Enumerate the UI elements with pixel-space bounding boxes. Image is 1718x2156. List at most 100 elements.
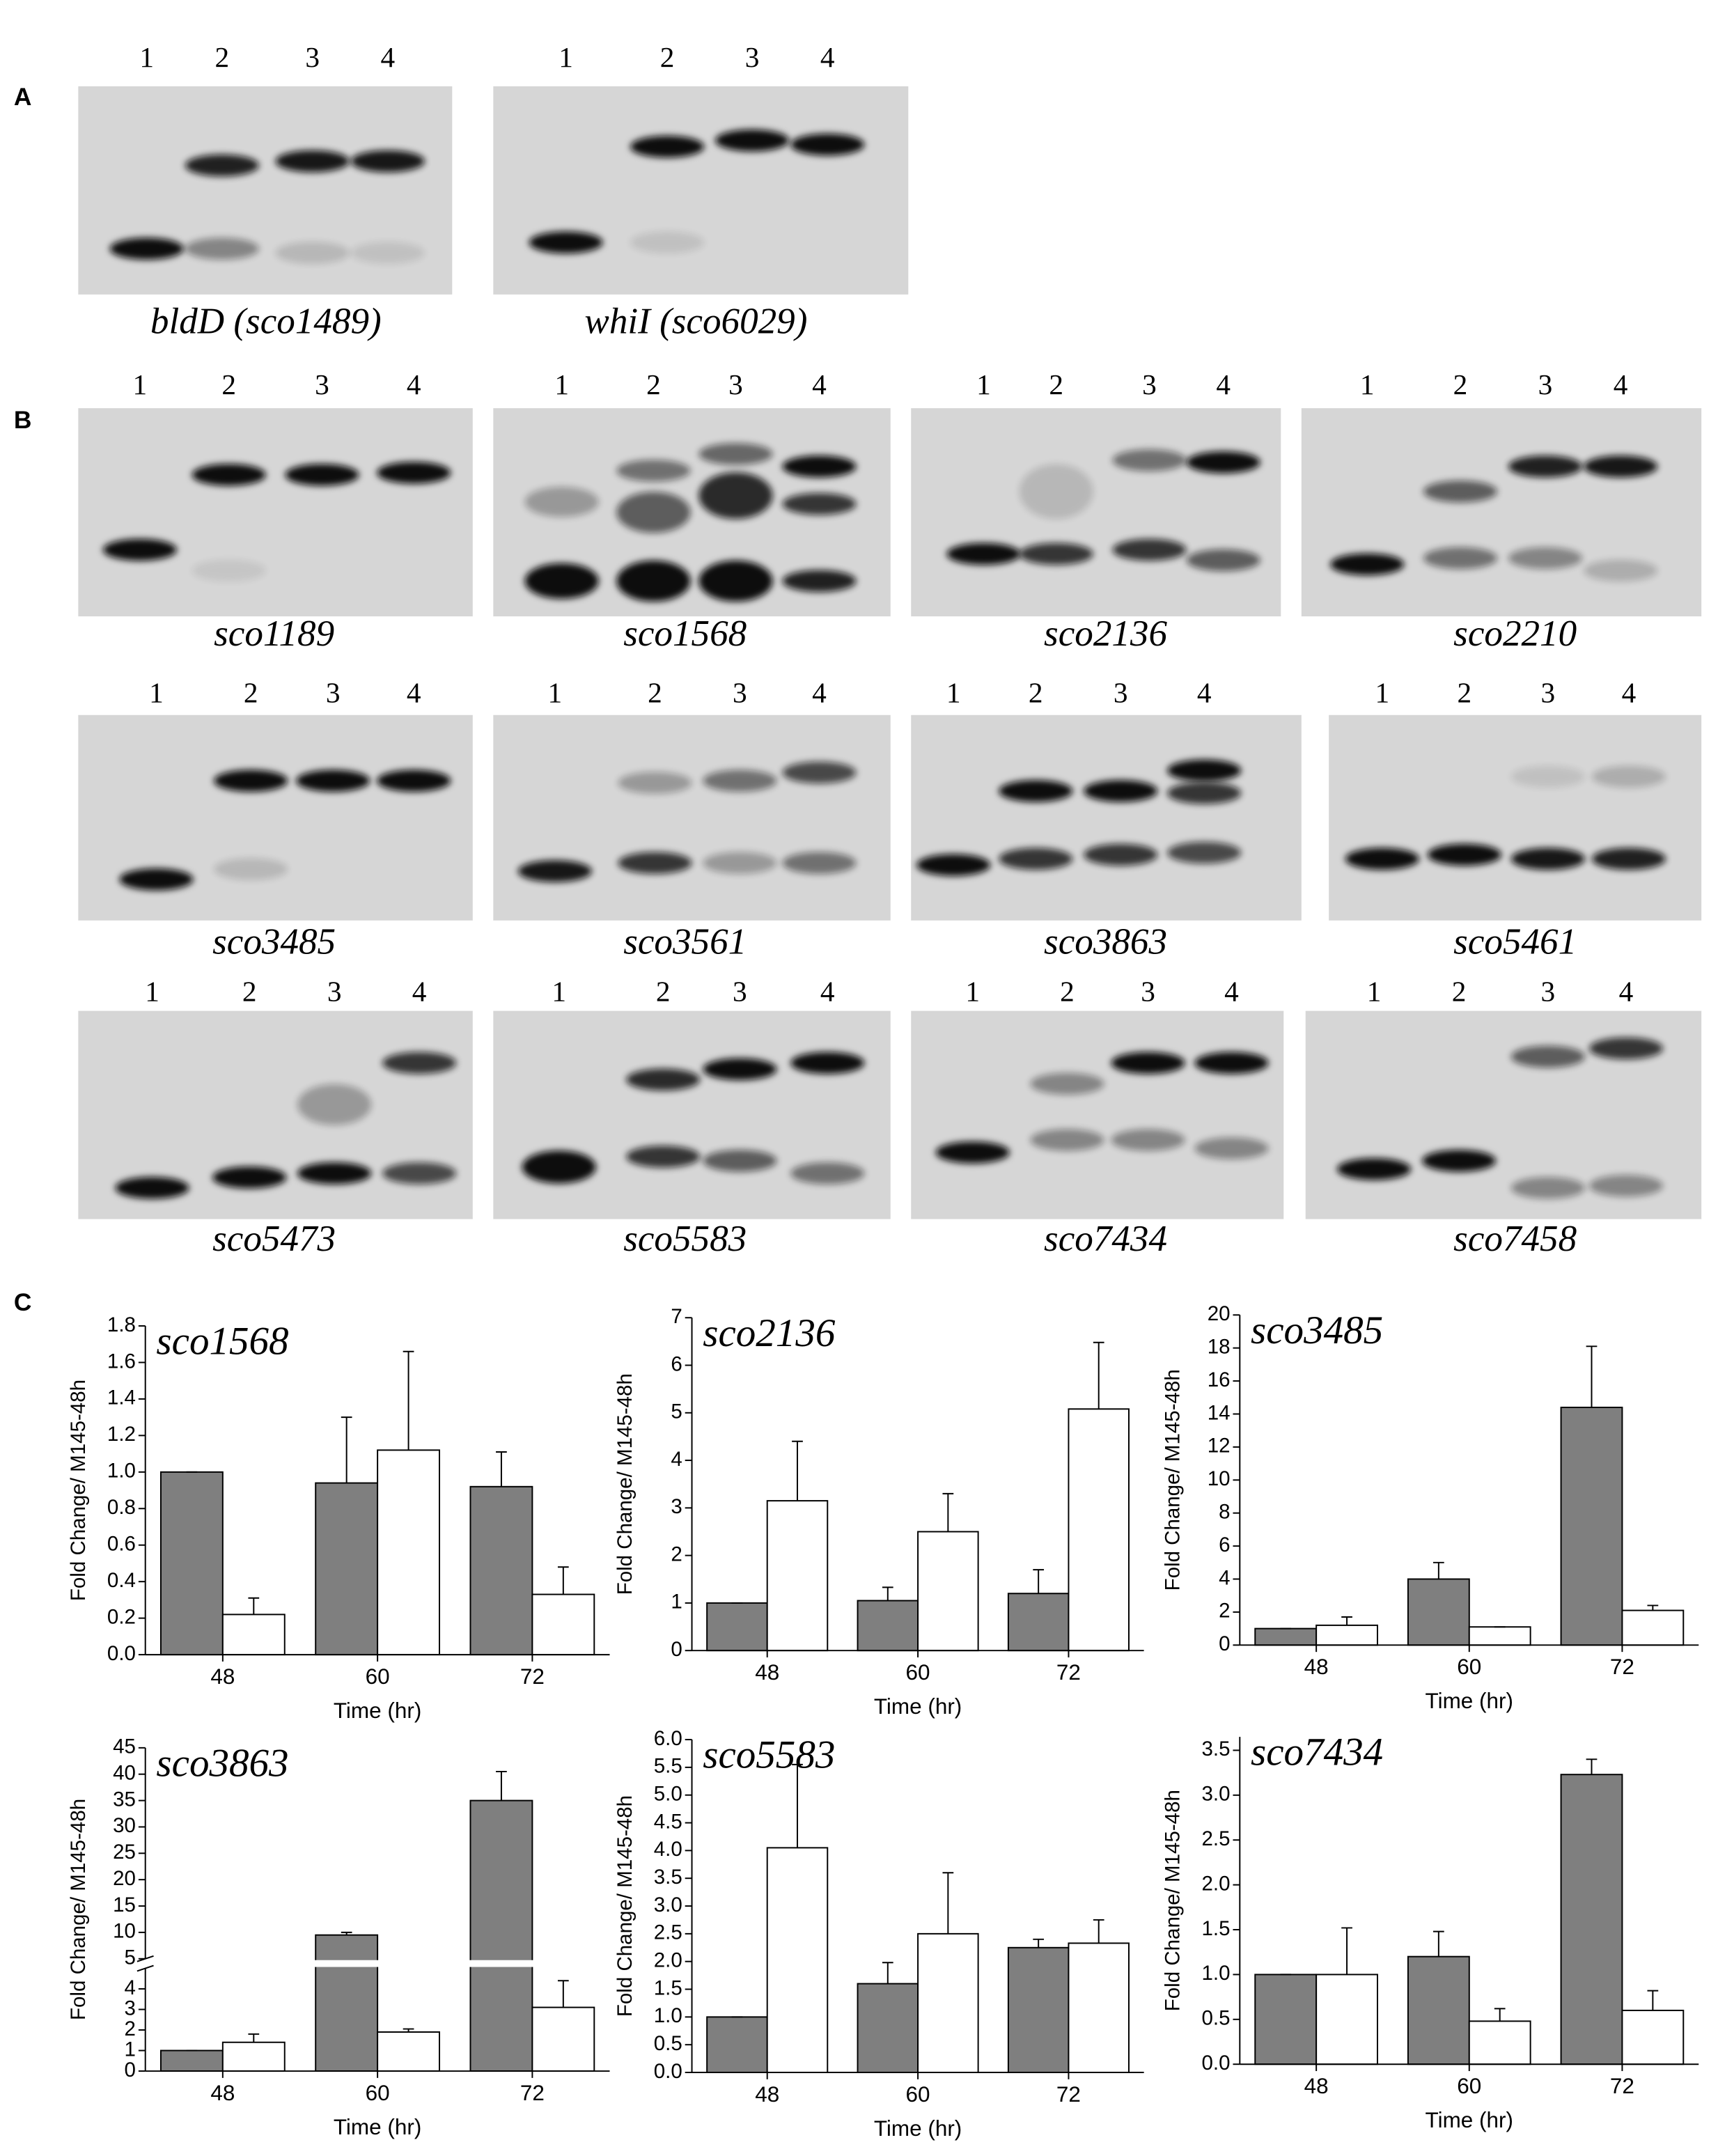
gel-band: [1588, 1037, 1664, 1060]
y-tick-label: 4: [671, 1448, 682, 1471]
y-tick-label: 0.4: [107, 1569, 136, 1592]
gel-caption: sco7458: [1453, 1219, 1577, 1259]
gel-band: [1111, 1129, 1185, 1151]
gel-band: [1112, 449, 1187, 471]
error-bar: [1093, 1341, 1104, 1409]
gel-band: [1336, 1158, 1412, 1180]
gel-band: [1345, 847, 1419, 870]
y-tick-label: 3.0: [654, 1893, 682, 1916]
gel-band: [1194, 1137, 1269, 1159]
axis-break-gap: [314, 1960, 380, 1967]
y-tick-label: 6.0: [654, 1727, 682, 1750]
bar: [221, 2041, 286, 2072]
y-tick-label: 3.0: [1202, 1783, 1231, 1806]
lane-label: 4: [820, 41, 835, 73]
y-tick-label: 35: [113, 1788, 136, 1811]
gel-band: [782, 455, 857, 478]
y-tick-label: 5.0: [654, 1783, 682, 1806]
gel-band: [626, 1146, 701, 1168]
lane-label: 1: [145, 975, 159, 1007]
y-axis-label: Fold Change/ M145-48h: [1162, 1369, 1185, 1591]
lane-label: 2: [242, 975, 257, 1007]
x-axis-label: Time (hr): [334, 1698, 421, 1723]
x-tick-label: 60: [906, 2082, 930, 2107]
y-tick-label: 0: [671, 1638, 682, 1661]
gel-band: [698, 443, 773, 465]
y-tick-label: 3.5: [1202, 1737, 1231, 1760]
x-axis-label: Time (hr): [874, 1694, 962, 1719]
error-bar: [496, 1770, 507, 1801]
x-axis-label: Time (hr): [1426, 1689, 1513, 1713]
y-tick-label: 5: [671, 1400, 682, 1423]
gel-band: [377, 462, 451, 484]
lane-label: 4: [820, 975, 835, 1007]
gel-band: [377, 770, 451, 792]
x-axis-label: Time (hr): [334, 2115, 421, 2139]
error-bar: [1494, 2008, 1506, 2022]
y-tick-label: 1.0: [107, 1460, 136, 1483]
gel-band: [935, 1141, 1010, 1164]
x-axis-label: Time (hr): [874, 2116, 962, 2141]
gel-band: [1423, 481, 1498, 503]
bar: [221, 1614, 286, 1656]
bar: [1315, 1624, 1378, 1646]
y-tick-label: 6: [671, 1352, 682, 1375]
gel-band: [297, 1162, 372, 1185]
gel-band: [524, 487, 599, 517]
bar: [377, 2031, 441, 2072]
gel-band: [1510, 765, 1585, 788]
y-tick-label: 4.5: [654, 1810, 682, 1833]
lane-label: 2: [660, 41, 675, 73]
gel-image: [78, 408, 473, 617]
bar: [917, 1932, 979, 2073]
gel-band: [999, 780, 1073, 802]
lane-label: 4: [1619, 975, 1634, 1007]
lane-label: 3: [1541, 677, 1556, 709]
gel-band: [1084, 780, 1158, 802]
lane-label: 3: [1142, 368, 1157, 400]
gel-band: [1508, 455, 1583, 478]
gel-caption: sco3863: [1044, 921, 1167, 962]
gel-band: [212, 1166, 287, 1189]
x-tick-label: 60: [1457, 2074, 1481, 2098]
panel-label: C: [14, 1288, 32, 1316]
lane-label: 1: [946, 677, 961, 709]
gel-band: [630, 231, 705, 253]
lane-label: 1: [554, 368, 569, 400]
x-tick-label: 60: [906, 1660, 930, 1685]
gel-band: [790, 1052, 865, 1075]
gel-band: [703, 852, 777, 874]
y-tick-label: 2: [125, 2017, 136, 2040]
gel-band: [1030, 1129, 1104, 1151]
chart-title: sco7434: [1251, 1731, 1383, 1774]
error-bar: [882, 1586, 893, 1601]
gel-band: [297, 1084, 372, 1125]
lane-label: 4: [412, 975, 427, 1007]
x-tick-label: 72: [520, 2081, 545, 2105]
lane-label: 4: [1622, 677, 1637, 709]
x-tick-label: 60: [366, 2081, 390, 2105]
y-tick-label: 45: [113, 1735, 136, 1758]
gel-band: [1112, 538, 1187, 561]
chart-title: sco5583: [703, 1733, 835, 1777]
y-tick-label: 18: [1208, 1335, 1231, 1358]
y-axis-label: Fold Change/ M145-48h: [67, 1799, 90, 2020]
gel-band: [1019, 464, 1093, 520]
gel-band: [350, 150, 425, 173]
bar: [766, 1500, 829, 1652]
lane-label: 1: [548, 677, 563, 709]
gel-band: [1588, 1175, 1664, 1197]
gel-band: [214, 858, 288, 880]
gel-band: [1510, 1177, 1585, 1199]
gel-band: [1584, 559, 1658, 582]
x-tick-label: 48: [1304, 2074, 1329, 2098]
y-tick-label: 2.0: [1202, 1872, 1231, 1895]
gel-band: [1508, 547, 1583, 570]
gel-band: [1330, 553, 1405, 576]
gel-band: [192, 464, 266, 486]
gel-band: [703, 1150, 777, 1172]
bar: [1407, 1578, 1470, 1646]
lane-label: 3: [1541, 975, 1556, 1007]
y-tick-label: 2: [671, 1542, 682, 1565]
